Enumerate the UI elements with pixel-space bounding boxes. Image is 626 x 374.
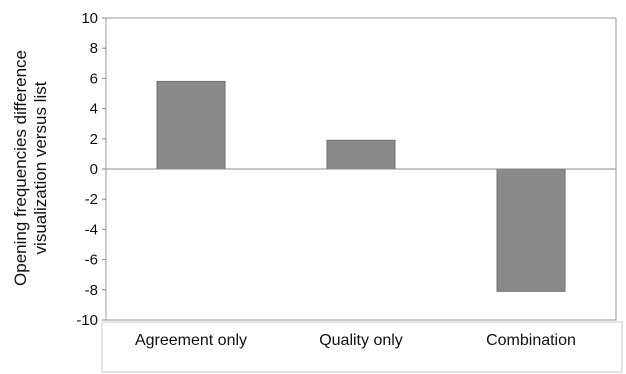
y-tick-label: 0 xyxy=(90,161,98,178)
bar-combination xyxy=(496,168,566,292)
category-label: Agreement only xyxy=(135,332,247,349)
bar-agreement-only xyxy=(156,80,226,170)
y-tick-label: -10 xyxy=(76,312,98,329)
category-label-box xyxy=(101,321,623,373)
y-tick-label: 8 xyxy=(90,40,98,57)
y-tick-label: -8 xyxy=(85,282,98,299)
y-tick-label: 6 xyxy=(90,70,98,87)
y-axis-ticks: 10 8 6 4 2 0 -2 -4 -6 -8 -10 xyxy=(76,10,106,329)
category-labels: Agreement only Quality only Combination xyxy=(135,332,576,349)
y-tick-label: 2 xyxy=(90,131,98,148)
y-tick-label: 4 xyxy=(90,101,98,118)
y-axis-title-line-2: visualization versus list xyxy=(31,81,50,254)
y-axis-title-line-1: Opening frequencies difference xyxy=(11,50,30,286)
y-tick-label: 10 xyxy=(81,10,98,27)
y-tick-label: -2 xyxy=(85,191,98,208)
bars-group xyxy=(156,80,566,292)
y-tick-label: -4 xyxy=(85,221,98,238)
category-label: Combination xyxy=(486,332,576,349)
bar-quality-only xyxy=(326,139,396,170)
category-label: Quality only xyxy=(319,332,403,349)
y-tick-label: -6 xyxy=(85,252,98,269)
